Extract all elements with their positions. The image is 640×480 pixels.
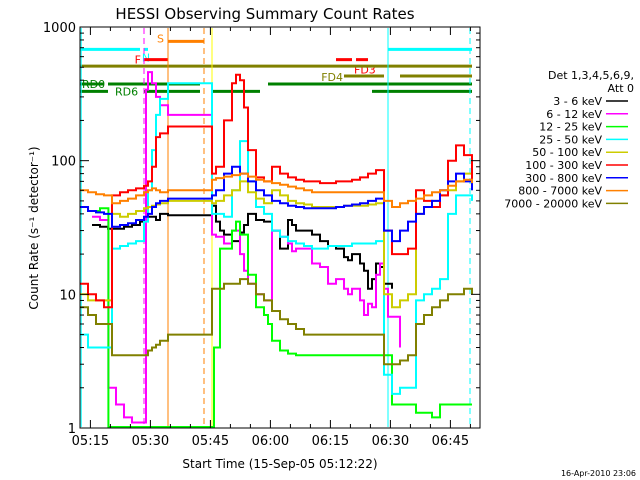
flag-bar-label: RD0 bbox=[82, 78, 105, 91]
legend-entry-label: 800 - 7000 keV bbox=[518, 185, 602, 198]
legend-header-line-2: Att 0 bbox=[608, 82, 634, 95]
x-tick-label: 06:30 bbox=[372, 434, 409, 449]
chart-title: HESSI Observing Summary Count Rates bbox=[115, 5, 414, 23]
y-axis-label: Count Rate (s⁻¹ detector⁻¹) bbox=[27, 146, 41, 309]
legend-entry-label: 3 - 6 keV bbox=[553, 95, 602, 108]
legend-entry-label: 300 - 800 keV bbox=[525, 172, 602, 185]
series-line bbox=[80, 82, 473, 395]
x-axis-label: Start Time (15-Sep-05 05:12:22) bbox=[182, 457, 377, 471]
x-tick-label: 05:30 bbox=[132, 434, 169, 449]
flag-bar-label: RD6 bbox=[115, 85, 138, 98]
legend-entry-label: 25 - 50 keV bbox=[539, 133, 602, 146]
legend-entry-label: 7000 - 20000 keV bbox=[504, 197, 602, 210]
legend-header-line-1: Det 1,3,4,5,6,9, bbox=[548, 69, 634, 82]
legend-entry-label: 100 - 300 keV bbox=[525, 159, 602, 172]
x-axis: 05:15 05:30 05:45 06:00 06:15 06:30 06:45 bbox=[72, 27, 471, 449]
x-tick-label: 06:15 bbox=[312, 434, 349, 449]
x-tick-label: 05:15 bbox=[72, 434, 109, 449]
y-tick-label: 1000 bbox=[43, 21, 76, 36]
series-line bbox=[80, 172, 473, 309]
legend-entry-label: 6 - 12 keV bbox=[546, 108, 602, 121]
flag-bar-label: FD4 bbox=[321, 71, 343, 84]
footer-date: 16-Apr-2010 23:06 bbox=[561, 469, 636, 478]
x-tick-label: 06:45 bbox=[432, 434, 469, 449]
y-axis: 1 10 100 1000 bbox=[43, 21, 480, 437]
series-line bbox=[80, 172, 473, 208]
flag-bar-label: N bbox=[142, 51, 150, 64]
x-tick-label: 06:00 bbox=[252, 434, 289, 449]
series-lines bbox=[80, 71, 473, 428]
flag-bar-label: S bbox=[157, 32, 164, 45]
series-line bbox=[80, 165, 473, 243]
series-line bbox=[92, 71, 401, 424]
y-tick-label: 10 bbox=[59, 288, 76, 303]
series-line bbox=[80, 278, 473, 366]
x-tick-label: 05:45 bbox=[192, 434, 229, 449]
flag-bar-label: F bbox=[135, 54, 141, 67]
series-line bbox=[92, 204, 393, 290]
y-tick-label: 100 bbox=[51, 155, 76, 170]
legend-entry-label: 50 - 100 keV bbox=[532, 146, 602, 159]
plot-frame bbox=[79, 26, 481, 429]
vertical-markers bbox=[80, 28, 471, 427]
legend-entry-label: 12 - 25 keV bbox=[539, 121, 602, 134]
y-tick-label: 1 bbox=[68, 422, 76, 437]
